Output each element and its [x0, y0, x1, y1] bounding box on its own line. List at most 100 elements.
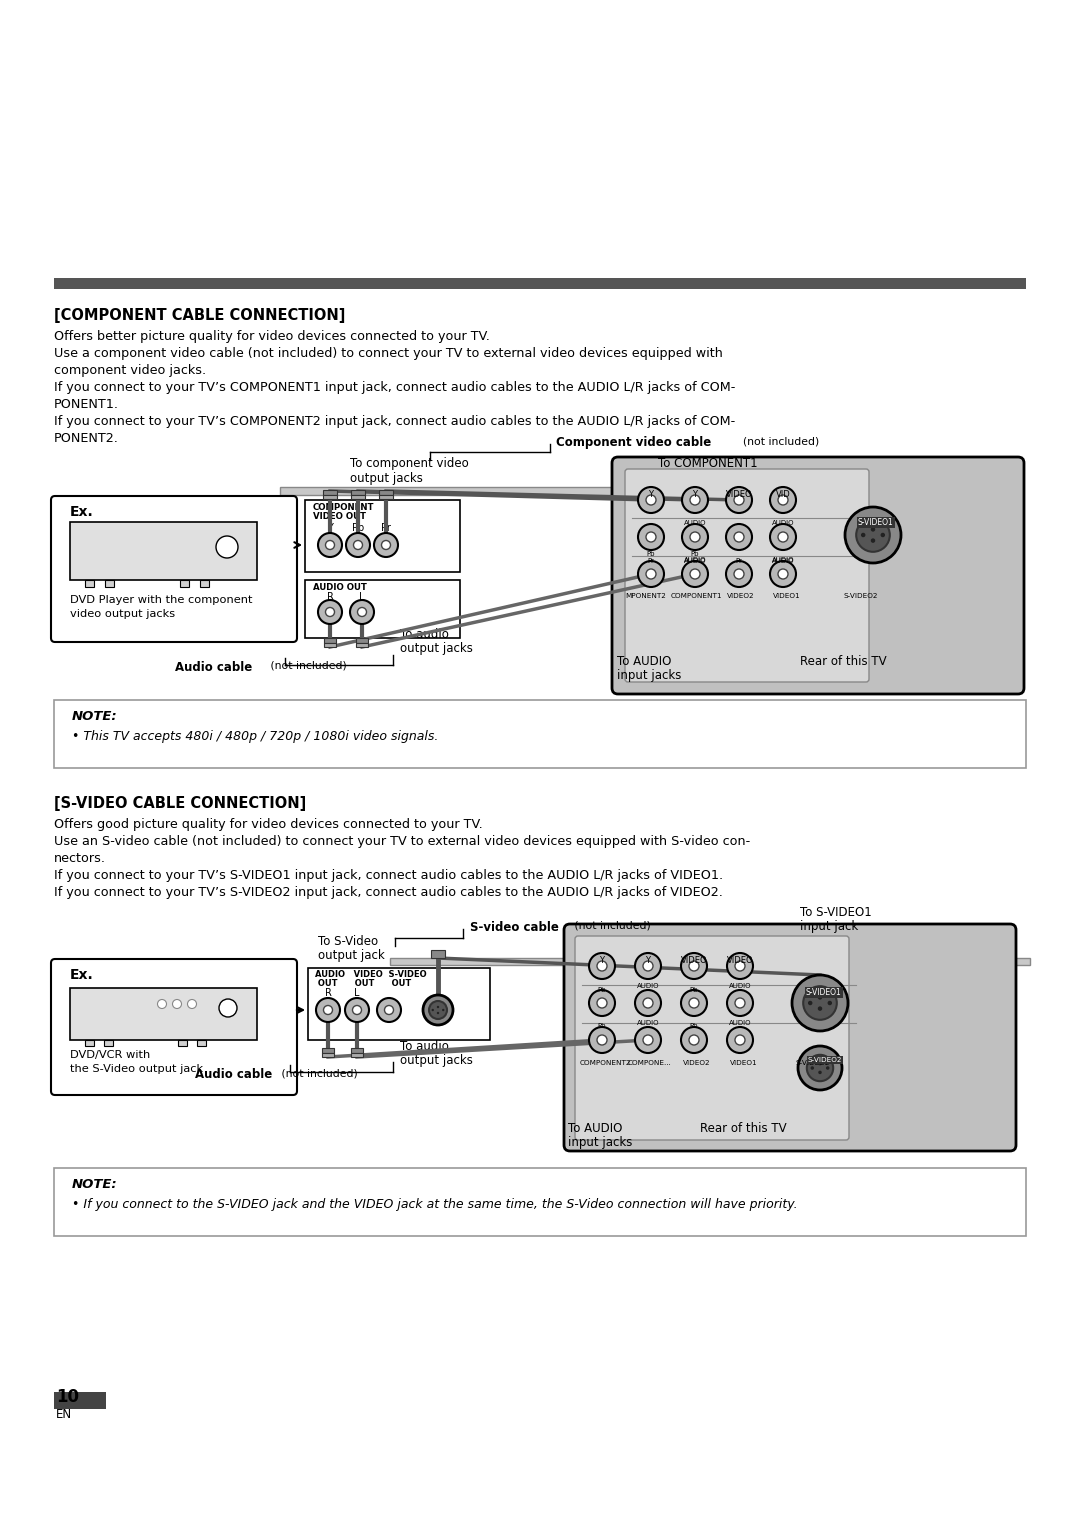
Circle shape [726, 487, 752, 513]
Circle shape [377, 998, 401, 1022]
Circle shape [353, 541, 363, 550]
Circle shape [635, 1027, 661, 1053]
Circle shape [352, 1005, 362, 1015]
Bar [322, 1053, 334, 1057]
Text: To S-Video: To S-Video [318, 935, 378, 947]
Circle shape [689, 1034, 699, 1045]
Text: • If you connect to the S-VIDEO jack and the VIDEO jack at the same time, the S-: • If you connect to the S-VIDEO jack and… [72, 1198, 798, 1212]
Circle shape [826, 1067, 829, 1070]
Circle shape [345, 998, 369, 1022]
Text: L: L [360, 591, 365, 602]
Circle shape [726, 561, 752, 587]
Bar [379, 495, 393, 500]
Text: COMPONENT1: COMPONENT1 [671, 593, 723, 599]
Text: AUDIO: AUDIO [684, 520, 706, 526]
Text: output jacks: output jacks [400, 1054, 473, 1067]
Bar [180, 581, 189, 587]
Text: Rear of this TV: Rear of this TV [800, 656, 887, 668]
Circle shape [727, 1027, 753, 1053]
Circle shape [643, 998, 653, 1008]
Circle shape [861, 533, 865, 538]
Text: Pb: Pb [597, 987, 606, 993]
Bar [104, 1041, 113, 1047]
Bar [324, 639, 336, 643]
Bar [178, 1041, 187, 1047]
Text: AUDIO: AUDIO [772, 520, 794, 526]
Text: To AUDIO: To AUDIO [568, 1122, 622, 1135]
Circle shape [807, 1054, 833, 1082]
Circle shape [646, 568, 656, 579]
Circle shape [827, 1001, 832, 1005]
Text: S-VIDEO2: S-VIDEO2 [796, 1060, 831, 1067]
Text: Pb: Pb [352, 523, 364, 533]
Circle shape [770, 561, 796, 587]
Bar [351, 490, 365, 495]
Text: output jacks: output jacks [350, 472, 423, 484]
Circle shape [727, 953, 753, 979]
Text: If you connect to your TV’s COMPONENT2 input jack, connect audio cables to the A: If you connect to your TV’s COMPONENT2 i… [54, 416, 735, 428]
Circle shape [436, 1005, 440, 1008]
Bar [280, 487, 975, 495]
Text: PONENT1.: PONENT1. [54, 397, 119, 411]
Bar [200, 581, 210, 587]
Circle shape [681, 1027, 707, 1053]
Text: AUDIO: AUDIO [684, 558, 706, 562]
Text: AUDIO: AUDIO [729, 1021, 752, 1025]
Circle shape [681, 561, 708, 587]
Text: Pb: Pb [597, 1024, 606, 1028]
Text: AUDIO: AUDIO [772, 558, 794, 564]
Circle shape [681, 524, 708, 550]
Circle shape [597, 1034, 607, 1045]
Text: [COMPONENT CABLE CONNECTION]: [COMPONENT CABLE CONNECTION] [54, 309, 346, 322]
Bar [85, 1041, 94, 1047]
Bar [356, 643, 368, 646]
Circle shape [818, 1007, 822, 1012]
Text: Y: Y [646, 957, 650, 966]
Text: PONENT2.: PONENT2. [54, 432, 119, 445]
Circle shape [384, 1005, 393, 1015]
Bar [308, 969, 490, 1041]
Text: DVD/VCR with: DVD/VCR with [70, 1050, 150, 1060]
Bar [351, 1053, 363, 1057]
Text: DVD Player with the component: DVD Player with the component [70, 594, 253, 605]
Bar [85, 581, 94, 587]
Text: output jacks: output jacks [400, 642, 473, 656]
Text: nectors.: nectors. [54, 853, 106, 865]
Text: 10: 10 [56, 1387, 79, 1406]
Circle shape [374, 533, 399, 558]
Text: If you connect to your TV’s COMPONENT1 input jack, connect audio cables to the A: If you connect to your TV’s COMPONENT1 i… [54, 380, 735, 394]
Text: Pr: Pr [381, 523, 391, 533]
Text: AUDIO   VIDEO  S-VIDEO: AUDIO VIDEO S-VIDEO [315, 970, 427, 979]
Text: To audio: To audio [400, 1041, 449, 1053]
Text: To audio: To audio [400, 628, 449, 642]
Text: S-video cable: S-video cable [470, 921, 558, 934]
Bar [54, 700, 1026, 769]
Circle shape [442, 1008, 445, 1012]
Circle shape [346, 533, 370, 558]
Circle shape [219, 999, 237, 1018]
Bar [105, 581, 114, 587]
Text: Pr: Pr [735, 558, 742, 564]
Circle shape [734, 532, 744, 542]
Circle shape [643, 1034, 653, 1045]
Text: Ex.: Ex. [70, 969, 94, 983]
Circle shape [643, 961, 653, 970]
Text: Component video cable: Component video cable [556, 435, 712, 449]
Circle shape [638, 524, 664, 550]
Text: Audio cable: Audio cable [175, 662, 253, 674]
Circle shape [589, 1027, 615, 1053]
Text: R: R [325, 989, 332, 998]
Text: input jacks: input jacks [568, 1135, 633, 1149]
Text: (not included): (not included) [278, 1068, 357, 1077]
Circle shape [819, 1071, 822, 1074]
Text: S-VIDEO2: S-VIDEO2 [808, 1057, 842, 1063]
Text: input jack: input jack [800, 920, 859, 934]
Circle shape [845, 507, 901, 562]
Circle shape [216, 536, 238, 558]
Text: Y: Y [648, 490, 653, 500]
Text: If you connect to your TV’s S-VIDEO1 input jack, connect audio cables to the AUD: If you connect to your TV’s S-VIDEO1 inp… [54, 869, 724, 882]
Circle shape [734, 495, 744, 504]
Text: VIDEO2: VIDEO2 [683, 1060, 711, 1067]
Text: VIDEO: VIDEO [680, 957, 707, 966]
Circle shape [804, 986, 837, 1019]
